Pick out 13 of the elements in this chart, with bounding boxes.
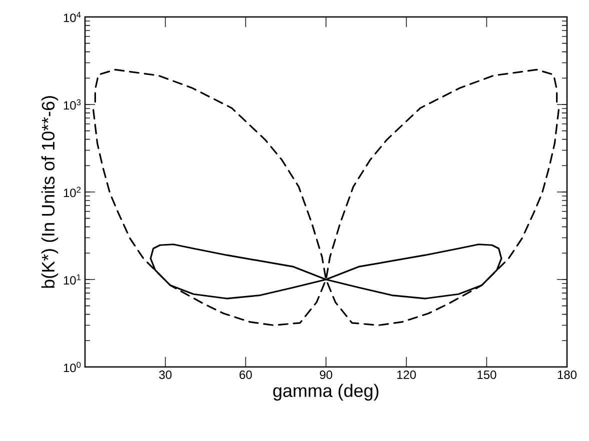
- x-tick-label: 90: [320, 370, 332, 380]
- y-axis-title: b(K*) (In Units of 10**-6): [41, 96, 58, 288]
- y-tick-label: 10$^{4}$: [64, 12, 81, 22]
- x-tick-label: 60: [240, 370, 252, 380]
- x-tick-label: 30: [159, 370, 172, 380]
- y-tick-label: 10$^{3}$: [64, 99, 81, 110]
- x-axis-title: gamma (deg): [273, 384, 378, 401]
- x-tick-label: 150: [478, 370, 496, 380]
- y-tick-label: 10$^{0}$: [64, 362, 81, 372]
- x-tick-label: 120: [397, 370, 416, 380]
- x-tick-label: 180: [558, 370, 577, 380]
- y-tick-label: 10$^{1}$: [64, 274, 81, 285]
- y-tick-label: 10$^{2}$: [64, 186, 81, 198]
